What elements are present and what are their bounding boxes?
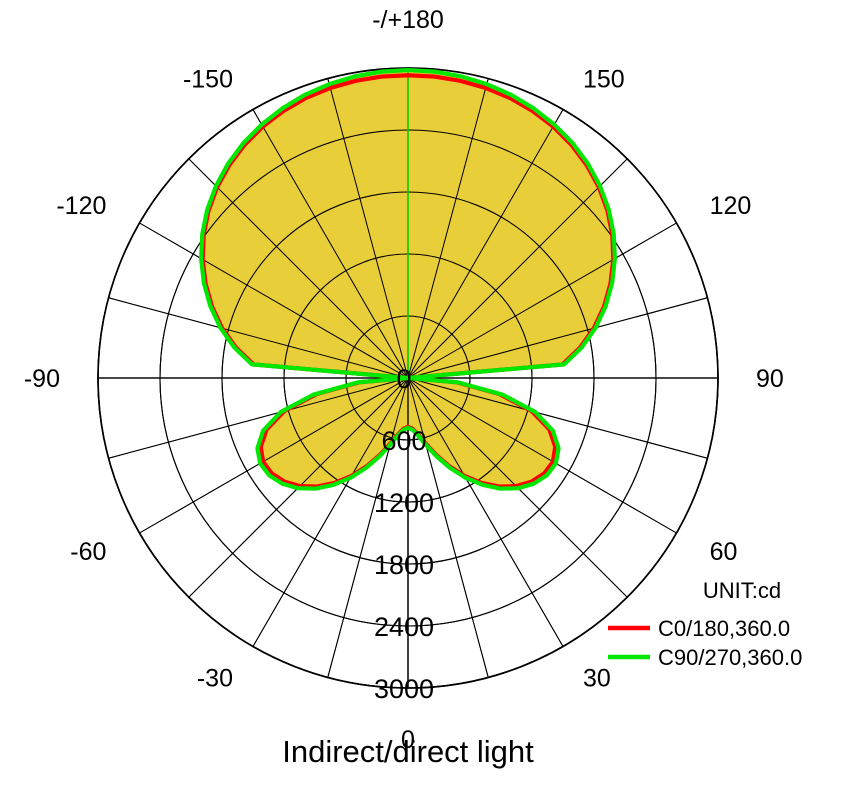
angle-label-180: -/+180 xyxy=(372,6,444,34)
grid-spoke-overlay-345 xyxy=(327,377,409,678)
angle-label-60: -60 xyxy=(70,538,106,566)
grid-spoke-overlay-135 xyxy=(407,158,628,379)
radial-label-layer: 0 600 1200 1800 2400 3000 xyxy=(374,364,434,704)
grid-spoke-overlay-165 xyxy=(407,78,489,379)
angle-label-90: 90 xyxy=(756,365,784,393)
curve-layer xyxy=(199,67,617,491)
radial-tick-label-3000: 3000 xyxy=(374,674,434,704)
angle-label-30: -30 xyxy=(197,665,233,693)
series-curve-c90-270 xyxy=(199,67,617,491)
angle-label-layer: 0 30 60 90 120 150 -/+180 -150 -120 -90 -60 -30 xyxy=(24,6,784,754)
angle-label-120: -120 xyxy=(56,192,106,220)
grid-spoke-overlay-300 xyxy=(139,377,409,534)
grid-spoke-overlay-330 xyxy=(252,377,409,647)
radial-tick-label-1200: 1200 xyxy=(374,488,434,518)
grid-spoke-overlay-60 xyxy=(407,377,677,534)
angle-label-150: -150 xyxy=(183,65,233,93)
radial-tick-label-0: 0 xyxy=(396,364,411,394)
radial-tick-label-1800: 1800 xyxy=(374,550,434,580)
legend-label-c0-180: C0/180,360.0 xyxy=(658,616,790,641)
grid-spoke-overlay-120 xyxy=(407,222,677,379)
grid-spoke-overlay-150 xyxy=(407,109,564,379)
grid-spoke-overlay-105 xyxy=(407,297,708,379)
angle-label-60: 60 xyxy=(710,538,738,566)
angle-label-0: 0 xyxy=(401,726,415,754)
radial-tick-label-2400: 2400 xyxy=(374,612,434,642)
chart-title: Indirect/direct light xyxy=(282,734,534,769)
legend-label-c90-270: C90/270,360.0 xyxy=(658,645,802,670)
angle-label-90: -90 xyxy=(24,365,60,393)
grid-spoke-overlay-240 xyxy=(139,222,409,379)
grid-spoke-overlay-195 xyxy=(327,78,409,379)
grid-spoke-overlay-255 xyxy=(108,297,409,379)
grid-spoke-overlay-210 xyxy=(252,109,409,379)
legend: UNIT:cd C0/180,360.0 C90/270,360.0 xyxy=(608,578,802,670)
legend-unit-label: UNIT:cd xyxy=(703,578,781,603)
radial-tick-label-600: 600 xyxy=(381,426,426,456)
angle-label-150: 150 xyxy=(583,65,625,93)
grid-spoke-overlay-75 xyxy=(407,377,708,459)
grid-spoke-overlay-30 xyxy=(407,377,564,647)
grid-spoke-overlay-225 xyxy=(188,158,409,379)
grid-spoke-overlay-15 xyxy=(407,377,489,678)
angle-label-120: 120 xyxy=(710,192,752,220)
grid-spoke-overlay-285 xyxy=(108,377,409,459)
angle-label-30: 30 xyxy=(583,665,611,693)
